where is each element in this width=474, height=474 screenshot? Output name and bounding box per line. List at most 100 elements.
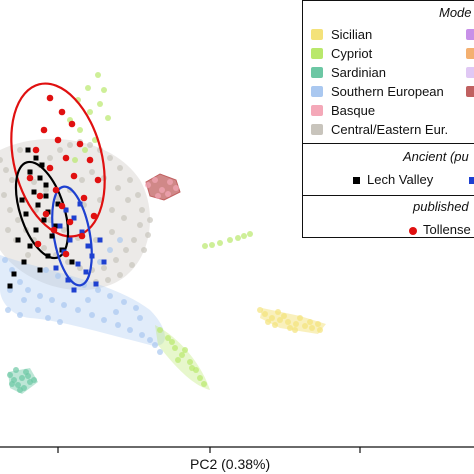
legend-label: Sardinian — [331, 64, 386, 80]
modern-point — [35, 307, 41, 313]
modern-point — [269, 315, 275, 321]
modern-point — [7, 207, 13, 213]
modern-point — [55, 273, 61, 279]
modern-point — [165, 335, 171, 341]
modern-point — [227, 237, 233, 243]
modern-point — [97, 101, 103, 107]
modern-point — [262, 311, 268, 317]
modern-point — [275, 309, 281, 315]
x-axis — [0, 446, 474, 453]
modern-point — [317, 327, 323, 333]
modern-point — [202, 243, 208, 249]
modern-point — [107, 247, 113, 253]
modern-point — [9, 177, 15, 183]
ancient-point — [21, 259, 27, 265]
legend-label: Southern European — [331, 83, 444, 99]
modern-point — [137, 222, 143, 228]
published-point — [62, 154, 70, 162]
modern-point — [3, 167, 9, 173]
ancient-point — [39, 162, 45, 168]
legend-item-sicilian: Sicilian — [311, 27, 372, 42]
legend-item-basque: Basque — [311, 102, 376, 118]
ancient-point — [35, 202, 41, 208]
legend-swatch-extra — [466, 48, 474, 59]
modern-point — [182, 347, 188, 353]
ancient-point — [55, 201, 61, 207]
modern-point — [109, 229, 115, 235]
modern-point — [19, 375, 25, 381]
modern-point — [72, 157, 78, 163]
modern-point — [277, 317, 283, 323]
ancient-point — [15, 237, 21, 243]
modern-point — [307, 319, 313, 325]
modern-point — [117, 237, 123, 243]
modern-point — [117, 272, 123, 278]
ancient-point — [43, 193, 49, 199]
modern-point — [1, 192, 7, 198]
ancient-point — [19, 197, 25, 203]
legend-swatch-extra — [466, 29, 474, 40]
modern-point — [179, 352, 185, 358]
legend-marker-lech-valley — [353, 177, 360, 184]
modern-point — [43, 187, 49, 193]
modern-point — [201, 381, 207, 387]
ancient-point — [67, 237, 73, 243]
legend-item-sardinian: Sardinian — [311, 64, 386, 80]
legend-label: Basque — [331, 102, 376, 118]
ancient-point — [7, 283, 13, 289]
published-point — [86, 156, 94, 164]
modern-point — [147, 337, 153, 343]
published-point — [54, 136, 62, 144]
published-point — [40, 126, 48, 134]
modern-point — [285, 319, 291, 325]
modern-point — [77, 127, 83, 133]
modern-point — [173, 185, 179, 191]
modern-point — [17, 279, 23, 285]
published-point — [80, 194, 88, 202]
modern-point — [95, 287, 101, 293]
published-point — [68, 120, 76, 128]
modern-point — [85, 297, 91, 303]
modern-point — [272, 322, 278, 328]
modern-point — [217, 240, 223, 246]
legend-swatch — [311, 28, 323, 40]
modern-point — [302, 323, 308, 329]
modern-point — [315, 321, 321, 327]
published-point — [52, 186, 60, 194]
modern-point — [21, 297, 27, 303]
modern-point — [67, 142, 73, 148]
modern-point — [141, 247, 147, 253]
modern-point — [17, 312, 23, 318]
published-point — [46, 164, 54, 172]
modern-point — [105, 115, 111, 121]
modern-point — [135, 192, 141, 198]
modern-point — [25, 287, 31, 293]
modern-point — [25, 252, 31, 258]
modern-point — [0, 157, 3, 163]
published-point — [46, 94, 54, 102]
published-point — [70, 172, 78, 180]
ancient-point — [93, 281, 99, 287]
modern-point — [25, 373, 31, 379]
ancient-point — [45, 253, 51, 259]
legend-marker-blue-group — [469, 177, 474, 184]
modern-point — [61, 302, 67, 308]
ancient-point — [27, 243, 33, 249]
modern-point — [109, 207, 115, 213]
ancient-point — [53, 223, 59, 229]
ancient-point — [25, 147, 31, 153]
published-point — [76, 140, 84, 148]
modern-point — [89, 169, 95, 175]
modern-point — [115, 185, 121, 191]
ancient-point — [27, 169, 33, 175]
density-region — [0, 255, 165, 346]
modern-point — [152, 177, 158, 183]
modern-point — [147, 217, 153, 223]
ancient-point — [89, 253, 95, 259]
legend-label: Central/Eastern Eur. — [331, 121, 449, 137]
modern-point — [241, 233, 247, 239]
modern-point — [101, 265, 107, 271]
ancient-point — [65, 277, 71, 283]
legend-swatch-extra — [466, 86, 474, 97]
modern-point — [145, 232, 151, 238]
